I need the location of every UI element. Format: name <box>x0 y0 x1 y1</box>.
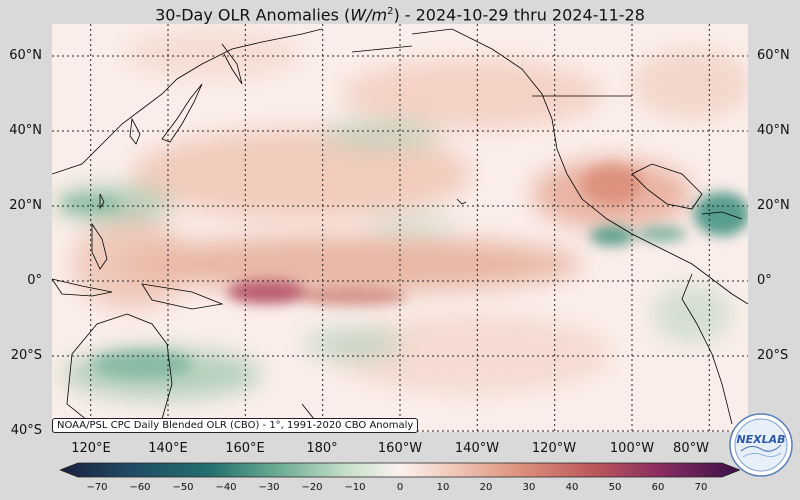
colorbar <box>60 462 740 478</box>
colorbar-tick: 20 <box>479 482 493 493</box>
lat-label-left: 20°N <box>9 198 42 213</box>
colorbar-tick: 10 <box>436 482 450 493</box>
nexlab-logo: NEXLAB <box>729 413 793 477</box>
colorbar-tick: 60 <box>651 482 665 493</box>
colorbar-tick: 30 <box>522 482 536 493</box>
lon-label: 140°E <box>148 441 188 456</box>
colorbar-tick: −70 <box>86 482 108 493</box>
lon-label: 160°E <box>225 441 265 456</box>
title-unit-exponent: 2 <box>387 6 394 17</box>
lat-label-right: 0° <box>757 273 772 288</box>
colorbar-tick: −10 <box>344 482 366 493</box>
title-suffix: ) - 2024-10-29 thru 2024-11-28 <box>393 5 645 25</box>
colorbar-tick: 50 <box>608 482 622 493</box>
title-unit: W/m <box>350 5 388 25</box>
lon-label: 180° <box>306 441 338 456</box>
colorbar-tick: −50 <box>172 482 194 493</box>
lat-label-left: 60°N <box>9 48 42 63</box>
lat-label-right: 20°S <box>757 348 789 363</box>
lon-label: 140°W <box>454 441 500 456</box>
olr-anomaly-map <box>52 24 748 432</box>
gridlines <box>52 24 748 432</box>
anomaly-field <box>52 29 748 399</box>
lon-label: 100°W <box>609 441 655 456</box>
coastlines <box>52 28 748 432</box>
colorbar-tick: 0 <box>396 482 404 493</box>
lat-label-left: 40°S <box>10 423 42 438</box>
colorbar-gradient <box>60 462 740 478</box>
lon-label: 120°W <box>531 441 577 456</box>
lon-label: 120°E <box>71 441 111 456</box>
lat-label-left: 0° <box>27 273 42 288</box>
colorbar-tick: −60 <box>129 482 151 493</box>
data-source-credit: NOAA/PSL CPC Daily Blended OLR (CBO) - 1… <box>52 418 419 433</box>
colorbar-tick: 40 <box>565 482 579 493</box>
colorbar-tick: −20 <box>301 482 323 493</box>
lat-label-right: 40°N <box>757 123 790 138</box>
lat-label-left: 20°S <box>10 348 42 363</box>
colorbar-tick: −40 <box>215 482 237 493</box>
colorbar-tick: 70 <box>694 482 708 493</box>
lon-label: 160°W <box>377 441 423 456</box>
colorbar-tick: −30 <box>258 482 280 493</box>
map-title: 30-Day OLR Anomalies (W/m2) - 2024-10-29… <box>0 0 800 24</box>
lon-label: 80°W <box>673 441 709 456</box>
title-prefix: 30-Day OLR Anomalies ( <box>155 5 351 25</box>
lat-label-right: 60°N <box>757 48 790 63</box>
lat-label-left: 40°N <box>9 123 42 138</box>
lat-label-right: 20°N <box>757 198 790 213</box>
logo-text: NEXLAB <box>736 433 785 446</box>
map-canvas <box>52 24 748 432</box>
